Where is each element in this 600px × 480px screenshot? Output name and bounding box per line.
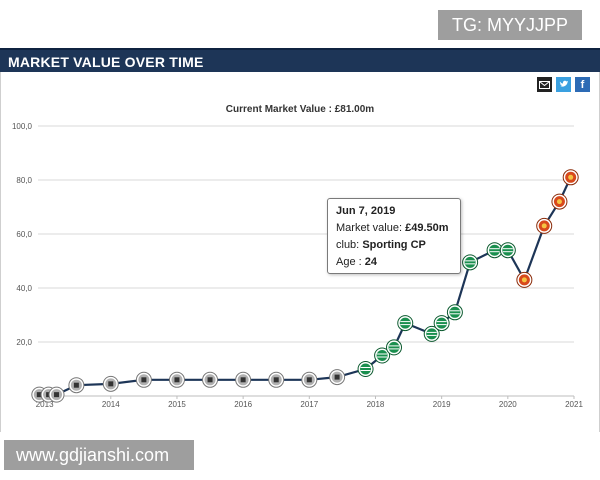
y-tick-label: 80,0: [16, 176, 32, 185]
y-tick-label: 40,0: [16, 284, 32, 293]
data-point-sporting[interactable]: [423, 325, 440, 342]
data-point-sporting[interactable]: [374, 347, 391, 364]
y-tick-label: 60,0: [16, 230, 32, 239]
data-point-other[interactable]: [268, 371, 285, 388]
line-layer: [39, 176, 572, 396]
data-point-other[interactable]: [235, 371, 252, 388]
data-point-manutd[interactable]: [536, 217, 553, 234]
market-value-line: [39, 176, 572, 396]
tooltip-mv-label: Market value:: [336, 222, 403, 234]
x-tick-label: 2020: [499, 400, 517, 409]
market-value-chart: Current Market Value : £81.00m 20,0 40,0 6…: [12, 104, 583, 409]
section-title: MARKET VALUE OVER TIME: [8, 54, 204, 70]
x-tick-label: 2016: [234, 400, 252, 409]
x-tick-label: 2015: [168, 400, 186, 409]
data-point-other[interactable]: [202, 371, 219, 388]
y-tick-label: 100,0: [12, 122, 33, 131]
facebook-icon[interactable]: f: [575, 77, 590, 92]
data-point-sporting[interactable]: [397, 315, 414, 332]
x-tick-label: 2018: [367, 400, 385, 409]
data-tooltip: Jun 7, 2019 Market value: £49.50m club: …: [327, 198, 461, 274]
data-point-other[interactable]: [102, 375, 119, 392]
grid-layer: [38, 125, 574, 343]
x-tick-label: 2019: [433, 400, 451, 409]
data-point-other[interactable]: [68, 377, 85, 394]
tooltip-age-value: 24: [364, 256, 377, 268]
data-point-sporting[interactable]: [462, 254, 479, 271]
x-tick-label: 2014: [102, 400, 120, 409]
x-tick-label: 2013: [36, 400, 54, 409]
data-point-other[interactable]: [135, 371, 152, 388]
twitter-icon[interactable]: [556, 77, 571, 92]
share-buttons: f: [537, 77, 590, 92]
chart-title: Current Market Value : £81.00m: [226, 104, 375, 115]
tooltip-club-value: Sporting CP: [362, 239, 426, 251]
data-point-sporting[interactable]: [433, 315, 450, 332]
data-point-other[interactable]: [48, 386, 65, 403]
top-banner: TG: MYYJJPP: [0, 0, 600, 48]
tooltip-age-label: Age :: [336, 256, 362, 268]
tooltip-mv-value: £49.50m: [405, 222, 449, 234]
data-point-manutd[interactable]: [562, 169, 579, 186]
y-tick-label: 20,0: [16, 338, 32, 347]
envelope-icon[interactable]: [537, 77, 552, 92]
data-point-sporting[interactable]: [446, 304, 463, 321]
data-point-manutd[interactable]: [516, 271, 533, 288]
data-point-other[interactable]: [329, 369, 346, 386]
tg-watermark-badge: TG: MYYJJPP: [437, 10, 582, 40]
data-point-other[interactable]: [301, 371, 318, 388]
data-point-sporting[interactable]: [357, 361, 374, 377]
data-point-sporting[interactable]: [499, 242, 516, 259]
x-tick-label: 2021: [565, 400, 583, 409]
data-point-sporting[interactable]: [486, 242, 503, 259]
marker-layer: [31, 169, 579, 403]
section-header: MARKET VALUE OVER TIME: [0, 48, 600, 74]
data-point-other[interactable]: [168, 371, 185, 388]
data-point-manutd[interactable]: [551, 193, 568, 210]
data-point-sporting[interactable]: [386, 339, 403, 356]
website-watermark: www.gdjianshi.com: [4, 440, 194, 470]
axis-layer: 20,0 40,0 60,0 80,0 100,0 2013 2014 2015 2016 201…: [12, 122, 583, 409]
tooltip-club-label: club:: [336, 239, 360, 251]
x-tick-label: 2017: [300, 400, 318, 409]
tooltip-date: Jun 7, 2019: [336, 205, 396, 217]
